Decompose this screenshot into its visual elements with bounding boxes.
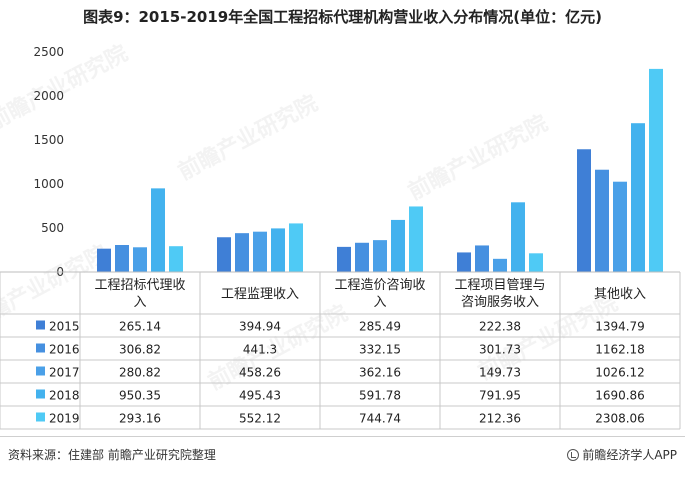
category-label: 入: [373, 295, 386, 310]
legend-swatch: [36, 389, 45, 399]
data-value-label: 791.95: [479, 389, 521, 403]
bar: [133, 247, 147, 272]
data-value-label: 495.43: [239, 389, 281, 403]
category-label: 工程项目管理与: [454, 278, 545, 293]
data-value-label: 265.14: [119, 320, 161, 334]
bar: [151, 188, 165, 272]
legend-label: 2016: [49, 343, 80, 357]
bar: [355, 242, 369, 272]
bar: [511, 202, 525, 272]
chart-title: 图表9：2015-2019年全国工程招标代理机构营业收入分布情况(单位：亿元): [83, 8, 602, 26]
data-value-label: 280.82: [119, 366, 161, 380]
data-value-label: 301.73: [479, 343, 521, 357]
legend-label: 2017: [49, 366, 80, 380]
bar: [289, 223, 303, 272]
data-value-label: 744.74: [359, 412, 401, 426]
legend-label: 2018: [49, 389, 80, 403]
data-value-label: 149.73: [479, 366, 521, 380]
category-label: 工程造价咨询收: [334, 278, 425, 293]
bar: [649, 68, 663, 272]
data-value-label: 458.26: [239, 366, 281, 380]
data-value-label: 591.78: [359, 389, 401, 403]
legend-swatch: [36, 412, 45, 422]
category-label: 咨询服务收入: [461, 294, 539, 310]
bar: [493, 258, 507, 272]
data-value-label: 306.82: [119, 343, 161, 357]
data-value-label: 362.16: [359, 366, 401, 380]
y-tick-label: 2000: [33, 89, 64, 103]
legend-swatch: [36, 320, 45, 330]
legend-swatch: [36, 366, 45, 376]
bar: [613, 181, 627, 272]
data-value-label: 222.38: [479, 320, 521, 334]
bar: [271, 228, 285, 272]
category-label: 工程招标代理收: [94, 278, 185, 293]
brand-logo-icon: [567, 449, 580, 461]
bar: [115, 244, 129, 272]
y-tick-label: 2500: [33, 45, 64, 59]
legend-label: 2015: [49, 320, 80, 334]
bar: [409, 206, 423, 272]
bar: [373, 240, 387, 272]
bar: [457, 252, 471, 272]
source-note: 资料来源：住建部 前瞻产业研究院整理: [8, 448, 216, 462]
bar: [253, 231, 267, 272]
data-value-label: 1026.12: [595, 366, 645, 380]
data-value-label: 2308.06: [595, 412, 645, 426]
data-value-label: 285.49: [359, 320, 401, 334]
data-value-label: 950.35: [119, 389, 161, 403]
legend-swatch: [36, 343, 45, 353]
data-value-label: 212.36: [479, 412, 521, 426]
data-value-label: 552.12: [239, 412, 281, 426]
data-value-label: 332.15: [359, 343, 401, 357]
bar: [631, 123, 645, 273]
y-tick-label: 500: [41, 221, 64, 235]
brand-credit: 前瞻经济学人APP: [567, 446, 677, 463]
legend-label: 2019: [49, 412, 80, 426]
data-value-label: 1690.86: [595, 389, 645, 403]
data-value-label: 441.3: [243, 343, 277, 357]
bar: [391, 219, 405, 272]
bar: [217, 237, 231, 272]
category-label: 入: [133, 295, 146, 310]
bar: [595, 169, 609, 272]
bar: [97, 248, 111, 272]
data-value-label: 1162.18: [595, 343, 645, 357]
data-value-label: 293.16: [119, 412, 161, 426]
bar: [235, 233, 249, 272]
bar: [337, 246, 351, 272]
bar: [169, 246, 183, 272]
bar: [475, 245, 489, 272]
category-label: 其他收入: [594, 287, 646, 302]
brand-label: 前瞻经济学人APP: [582, 448, 677, 462]
y-tick-label: 1500: [33, 133, 64, 147]
bar: [577, 149, 591, 272]
y-tick-label: 1000: [33, 177, 64, 191]
category-label: 工程监理收入: [221, 287, 299, 302]
data-value-label: 394.94: [239, 320, 281, 334]
bar: [529, 253, 543, 272]
footer-divider: [0, 436, 685, 437]
chart-area: 05001000150020002500工程招标代理收入工程监理收入工程造价咨询…: [0, 45, 681, 430]
data-value-label: 1394.79: [595, 320, 645, 334]
